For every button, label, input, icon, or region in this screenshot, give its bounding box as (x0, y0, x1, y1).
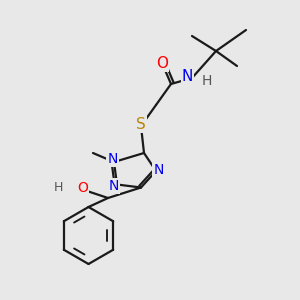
Text: O: O (156, 56, 168, 70)
Text: N: N (107, 152, 118, 166)
Text: O: O (77, 181, 88, 194)
Text: H: H (54, 181, 63, 194)
Text: N: N (153, 163, 164, 176)
Text: N: N (182, 69, 193, 84)
Text: N: N (109, 179, 119, 193)
Text: H: H (202, 74, 212, 88)
Text: S: S (136, 117, 146, 132)
